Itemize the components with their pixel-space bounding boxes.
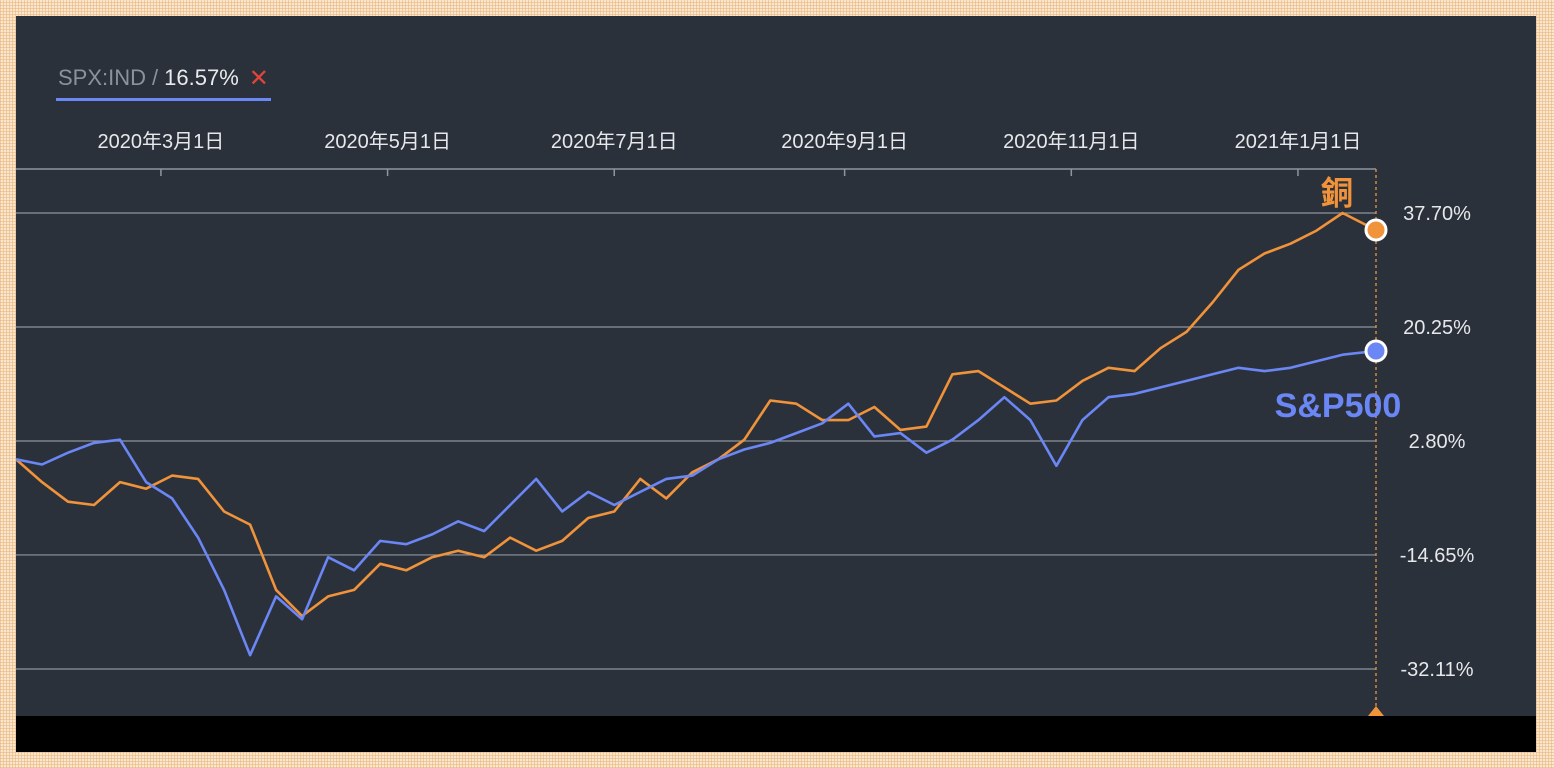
- y-tick-label: 20.25%: [1403, 317, 1471, 339]
- sp500-end-marker: [1364, 339, 1388, 363]
- y-tick-label: 2.80%: [1409, 431, 1466, 453]
- x-tick-label: 2020年11月1日: [1003, 130, 1139, 153]
- copper-series-line: [16, 211, 1377, 618]
- x-tick-label: 2020年9月1日: [781, 130, 908, 153]
- comparison-chip[interactable]: SPX:IND / 16.57% ✕: [56, 58, 271, 101]
- remove-comparison-icon[interactable]: ✕: [248, 64, 269, 92]
- readout-pointer: [1368, 706, 1384, 716]
- x-tick-label: 2021年1月1日: [1235, 130, 1362, 153]
- x-tick-label: 2020年3月1日: [98, 130, 225, 153]
- x-tick-label: 2020年7月1日: [551, 130, 678, 153]
- copper-end-marker: [1364, 218, 1388, 242]
- sp500-series-label: S&P500: [1275, 387, 1402, 425]
- y-tick-label: -32.11%: [1400, 659, 1473, 681]
- comparison-value: 16.57%: [164, 65, 239, 90]
- x-tick-label: 2020年5月1日: [324, 130, 451, 153]
- chart-panel: SPX:IND / 16.57% ✕ 2020年3月1日 2020年5月1日 202…: [16, 16, 1536, 752]
- y-tick-label: -14.65%: [1400, 545, 1475, 567]
- comparison-separator: /: [152, 65, 159, 90]
- chart-footer: [16, 716, 1536, 752]
- y-tick-label: 37.70%: [1403, 203, 1471, 225]
- comparison-symbol: SPX:IND: [58, 65, 147, 90]
- line-chart[interactable]: 2020年3月1日 2020年5月1日 2020年7月1日 2020年9月1日 2020…: [16, 16, 1536, 752]
- copper-series-label: 銅: [1321, 175, 1353, 211]
- sp500-series-line: [16, 349, 1377, 657]
